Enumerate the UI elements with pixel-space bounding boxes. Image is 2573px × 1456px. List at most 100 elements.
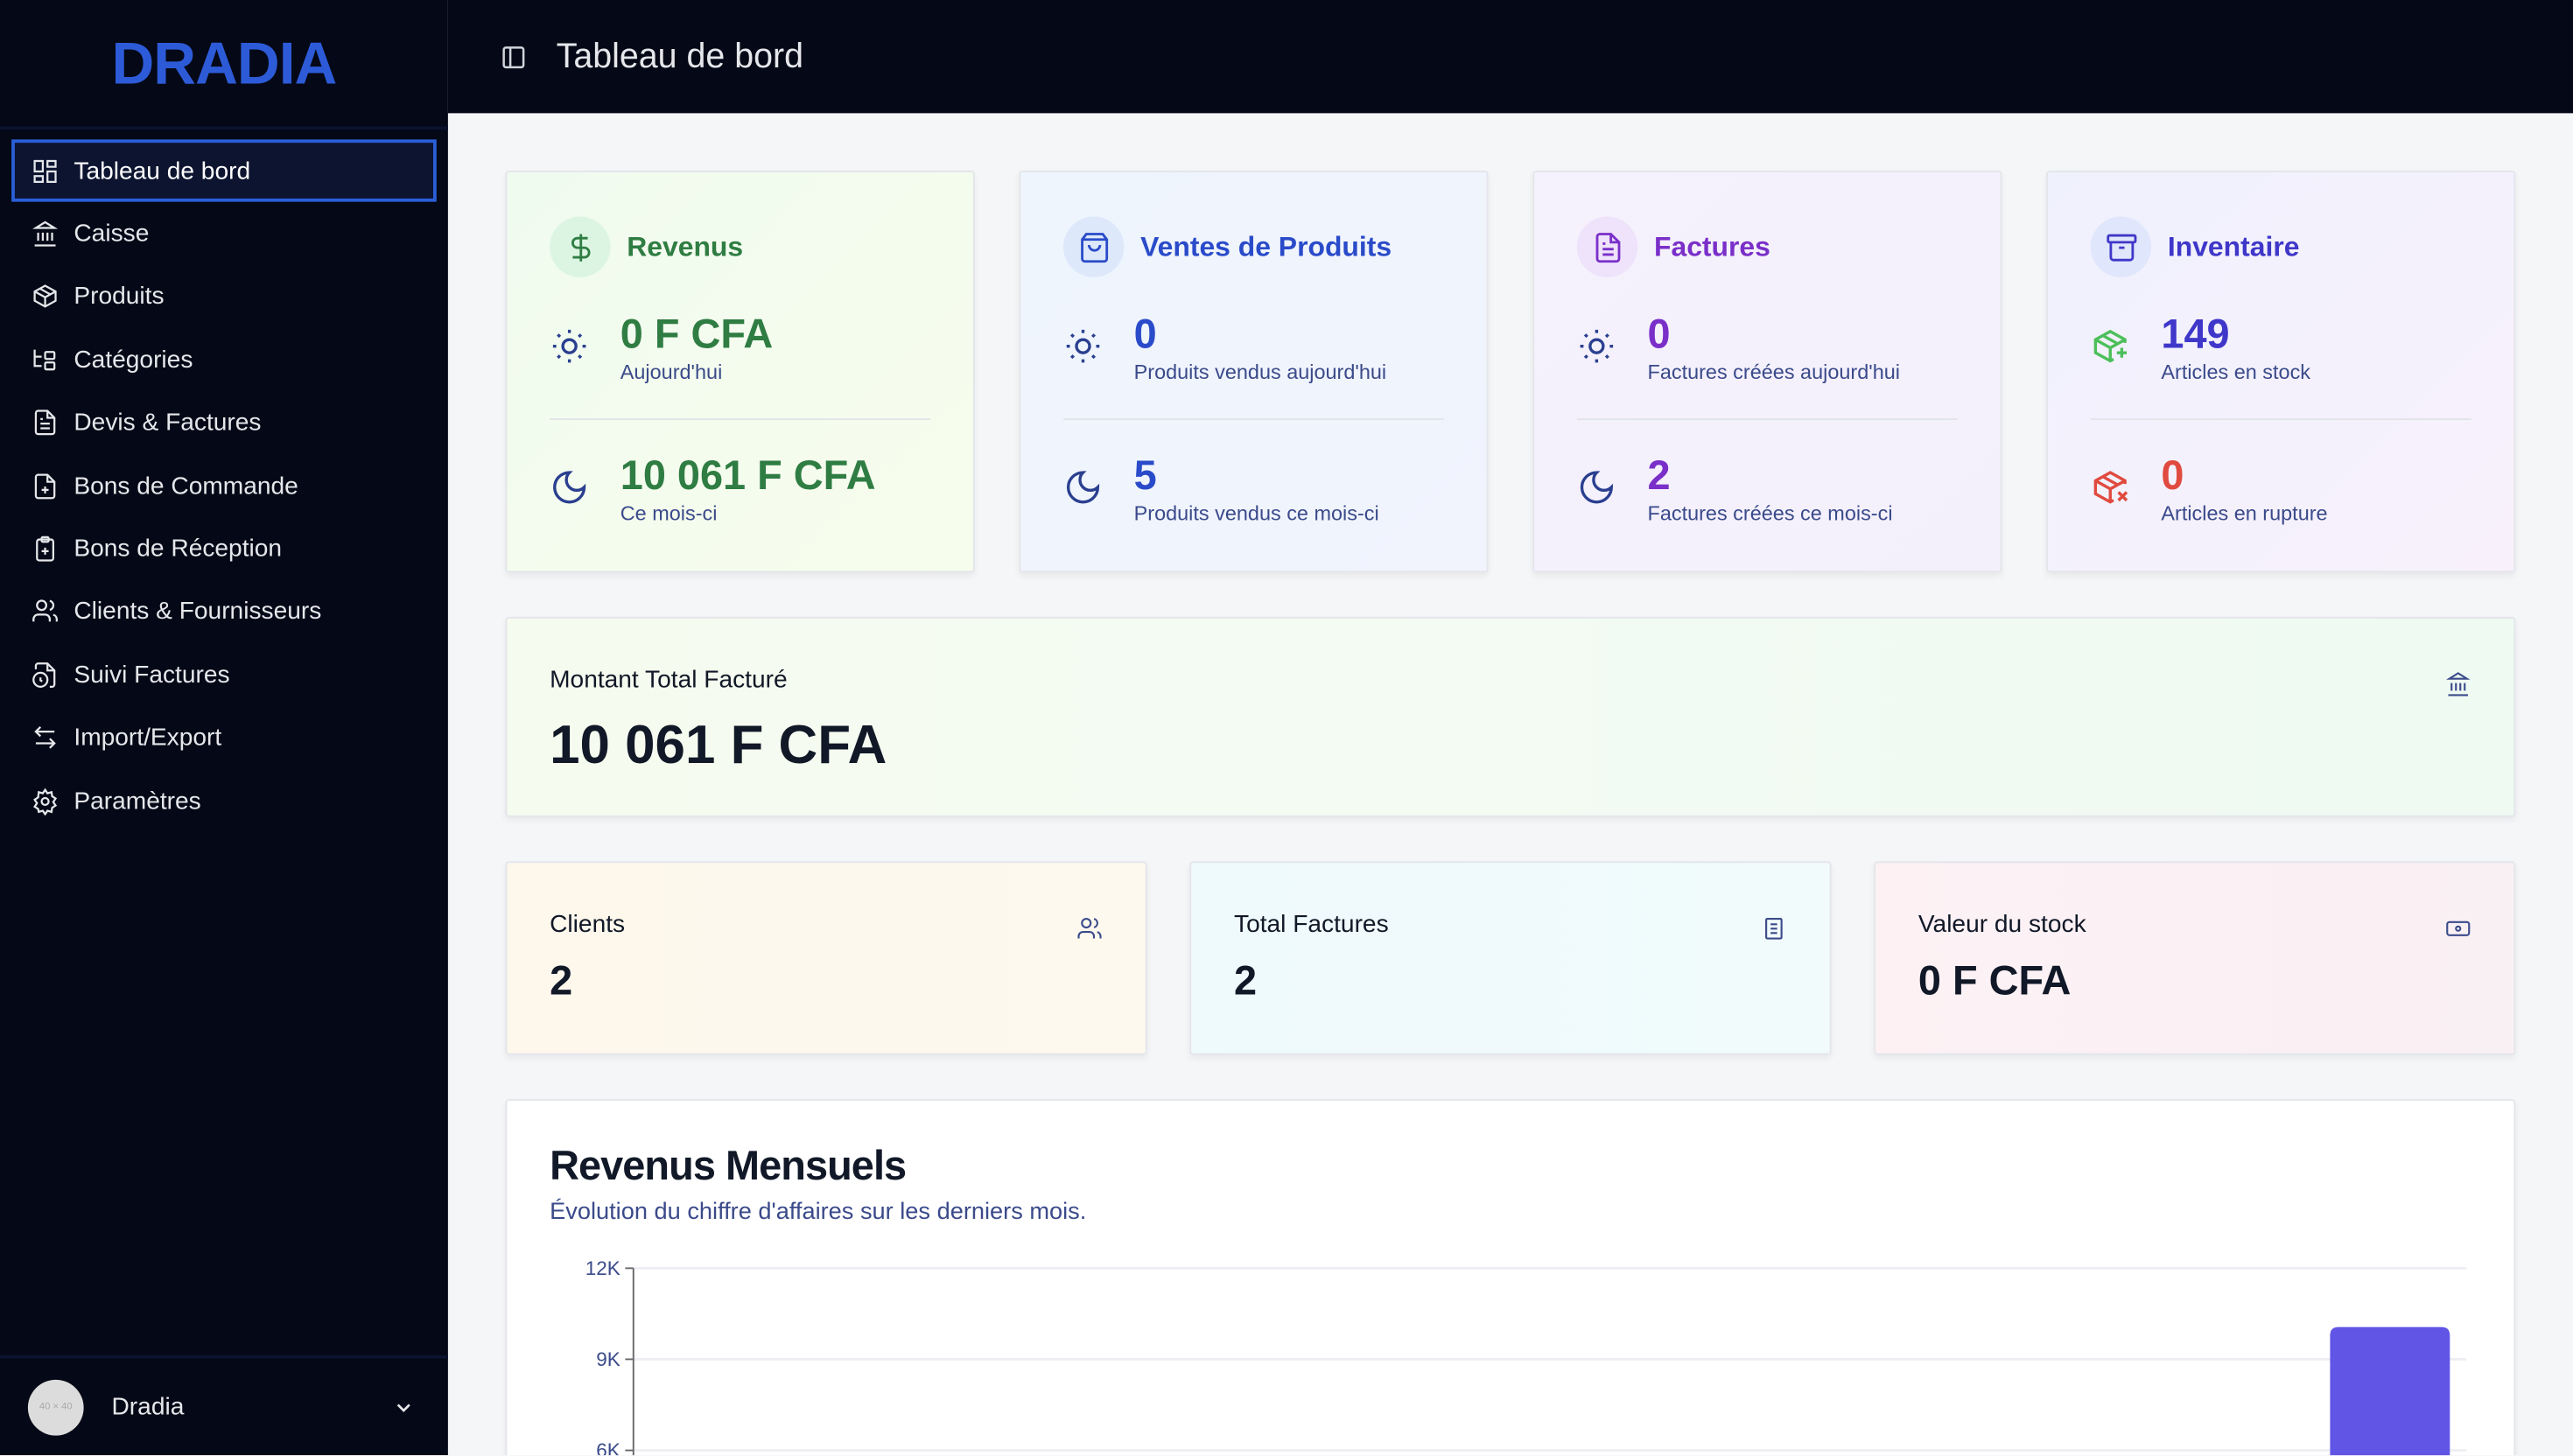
sidebar-item-0[interactable]: Tableau de bord bbox=[11, 139, 437, 203]
month-value: 10 061 F CFA bbox=[620, 452, 876, 500]
clipboard-plus-icon bbox=[36, 536, 54, 562]
package-plus-icon bbox=[2093, 329, 2127, 363]
y-tick-label: 6K bbox=[596, 1439, 620, 1455]
file-icon bbox=[1765, 917, 1783, 940]
summary-value: 0 F CFA bbox=[1917, 958, 2072, 1004]
summary-value: 2 bbox=[1234, 958, 1258, 1004]
sidebar-item-label: Clients & Fournisseurs bbox=[74, 598, 322, 626]
sidebar-item-9[interactable]: Import/Export bbox=[11, 706, 437, 769]
settings-icon bbox=[33, 787, 58, 816]
stat-title: Ventes de Produits bbox=[1140, 230, 1392, 262]
sidebar-item-label: Bons de Commande bbox=[74, 472, 298, 500]
user-name: Dradia bbox=[111, 1392, 185, 1421]
divider bbox=[2090, 418, 2471, 420]
revenue-chart-card: Revenus Mensuels Évolution du chiffre d'… bbox=[505, 1099, 2516, 1456]
y-tick-label: 12K bbox=[585, 1257, 620, 1279]
divider bbox=[1063, 418, 1444, 420]
stat-icon-badge bbox=[2090, 216, 2152, 277]
sidebar-toggle-icon[interactable] bbox=[501, 44, 527, 70]
arrow-left-right-icon bbox=[34, 726, 56, 749]
month-label: Factures créées ce mois-ci bbox=[1647, 501, 1893, 525]
stat-card-0: Revenus 0 F CFA Aujourd'hui 10 061 F CFA C… bbox=[505, 171, 975, 573]
summary-value: 2 bbox=[550, 958, 573, 1004]
page-title: Tableau de bord bbox=[556, 37, 804, 75]
total-billed-card: Montant Total Facturé 10 061 F CFA bbox=[505, 617, 2516, 817]
sun-icon bbox=[1580, 329, 1614, 363]
month-value: 0 bbox=[2161, 452, 2184, 500]
layout-dashboard-icon bbox=[33, 159, 57, 183]
banknote-icon bbox=[2446, 920, 2471, 936]
moon-icon bbox=[553, 471, 586, 504]
sidebar-item-5[interactable]: Bons de Commande bbox=[11, 454, 437, 517]
chart-subtitle: Évolution du chiffre d'affaires sur les … bbox=[550, 1199, 1087, 1226]
user-menu[interactable]: 40 × 40 Dradia bbox=[0, 1359, 448, 1456]
month-value: 2 bbox=[1647, 452, 1671, 500]
month-label: Ce mois-ci bbox=[620, 501, 718, 525]
stat-card-1: Ventes de Produits 0 Produits vendus aujo… bbox=[1019, 171, 1489, 573]
summary-label: Valeur du stock bbox=[1917, 910, 2086, 939]
month-label: Produits vendus ce mois-ci bbox=[1133, 501, 1379, 525]
summary-card-2: Valeur du stock 0 F CFA bbox=[1874, 861, 2516, 1055]
folder-tree-icon bbox=[33, 349, 56, 371]
today-value: 0 bbox=[1647, 312, 1671, 358]
divider bbox=[0, 126, 448, 130]
sidebar-item-4[interactable]: Devis & Factures bbox=[11, 391, 437, 454]
shopping-bag-icon bbox=[1080, 232, 1108, 262]
stat-icon-badge bbox=[1576, 216, 1638, 277]
total-label: Montant Total Facturé bbox=[550, 666, 788, 695]
sidebar-item-2[interactable]: Produits bbox=[11, 265, 437, 328]
stat-title: Revenus bbox=[627, 230, 744, 262]
sidebar-item-label: Produits bbox=[74, 283, 165, 312]
sidebar-item-label: Bons de Réception bbox=[74, 535, 283, 564]
logo: DRADIA bbox=[111, 29, 338, 97]
sidebar-item-label: Paramètres bbox=[74, 787, 201, 816]
divider bbox=[0, 1354, 448, 1359]
dollar-icon bbox=[571, 233, 590, 261]
today-value: 149 bbox=[2161, 312, 2230, 358]
users-icon bbox=[1077, 917, 1102, 939]
today-value: 0 bbox=[1133, 312, 1157, 358]
sidebar-item-6[interactable]: Bons de Réception bbox=[11, 517, 437, 580]
sidebar-item-label: Caisse bbox=[74, 220, 150, 248]
total-value: 10 061 F CFA bbox=[550, 713, 887, 774]
sidebar: DRADIA Tableau de bord Caisse Produits Caté… bbox=[0, 0, 448, 1456]
sidebar-item-3[interactable]: Catégories bbox=[11, 328, 437, 391]
sidebar-nav: Tableau de bord Caisse Produits Catégories D… bbox=[11, 139, 437, 832]
users-icon bbox=[32, 600, 58, 623]
today-value: 0 F CFA bbox=[620, 312, 774, 358]
chart-title: Revenus Mensuels bbox=[550, 1143, 907, 1190]
revenue-bar-chart: 12K 9K 6K bbox=[585, 1257, 2467, 1456]
sun-icon bbox=[1066, 329, 1100, 363]
today-label: Factures créées aujourd'hui bbox=[1647, 360, 1900, 384]
summary-card-0: Clients 2 bbox=[505, 861, 1147, 1055]
top-bar: Tableau de bord bbox=[447, 0, 2573, 114]
sidebar-item-label: Catégories bbox=[74, 346, 193, 374]
summary-label: Total Factures bbox=[1234, 910, 1389, 939]
stat-card-3: Inventaire 149 Articles en stock 0 Article… bbox=[2046, 171, 2516, 573]
stat-title: Inventaire bbox=[2167, 230, 2300, 262]
chevron-down-icon[interactable] bbox=[392, 1396, 415, 1418]
revenue-bar bbox=[2330, 1326, 2450, 1456]
landmark-icon bbox=[2446, 672, 2471, 696]
sidebar-item-7[interactable]: Clients & Fournisseurs bbox=[11, 580, 437, 643]
file-text-icon bbox=[34, 410, 56, 436]
sidebar-item-label: Devis & Factures bbox=[74, 409, 262, 438]
moon-icon bbox=[1066, 471, 1100, 504]
sidebar-item-1[interactable]: Caisse bbox=[11, 202, 437, 265]
sidebar-item-label: Suivi Factures bbox=[74, 661, 230, 690]
y-tick-label: 9K bbox=[596, 1348, 620, 1370]
file-text-icon bbox=[1595, 232, 1620, 262]
divider bbox=[550, 418, 931, 420]
today-label: Articles en stock bbox=[2161, 360, 2311, 384]
month-label: Articles en rupture bbox=[2161, 501, 2328, 525]
sidebar-item-8[interactable]: Suivi Factures bbox=[11, 643, 437, 706]
divider bbox=[1576, 418, 1958, 420]
stat-title: Factures bbox=[1654, 230, 1770, 262]
archive-icon bbox=[2106, 233, 2136, 261]
stat-icon-badge bbox=[1063, 216, 1125, 277]
package-x-icon bbox=[2093, 471, 2128, 504]
month-value: 5 bbox=[1133, 452, 1157, 500]
sidebar-item-10[interactable]: Paramètres bbox=[11, 769, 437, 832]
avatar: 40 × 40 bbox=[27, 1378, 84, 1435]
file-plus-icon bbox=[34, 472, 56, 499]
